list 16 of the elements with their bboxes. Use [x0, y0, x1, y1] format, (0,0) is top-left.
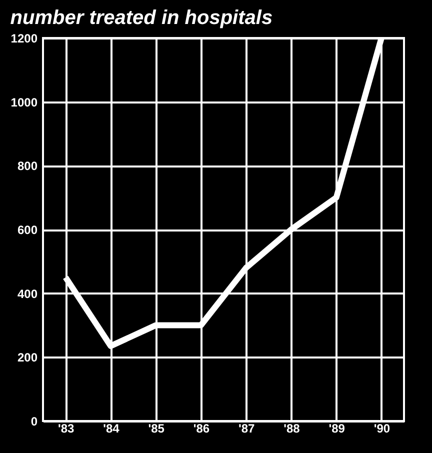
x-tick-label: '87 [238, 422, 255, 436]
x-tick-label: '86 [193, 422, 210, 436]
x-tick-label: '84 [103, 422, 120, 436]
y-tick-label: 600 [17, 223, 38, 237]
y-tick-label: 400 [17, 286, 38, 301]
y-tick-label: 1000 [10, 95, 38, 110]
x-tick-label: '89 [328, 422, 346, 436]
y-tick-label: 1200 [10, 32, 38, 46]
y-tick-label: 200 [17, 350, 38, 365]
x-tick-label: '83 [58, 422, 74, 436]
x-tick-label: '85 [148, 422, 165, 436]
y-tick-label: 800 [17, 159, 38, 174]
chart-title: number treated in hospitals [10, 7, 273, 29]
x-tick-label: '90 [374, 422, 390, 436]
y-tick-label: 0 [30, 414, 38, 428]
x-tick-label: '88 [284, 422, 300, 436]
